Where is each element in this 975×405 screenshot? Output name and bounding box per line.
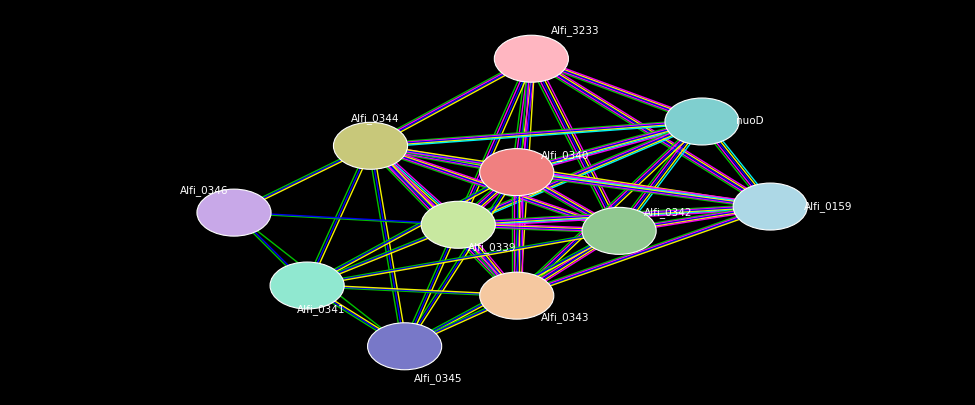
Text: Alfi_0344: Alfi_0344	[351, 113, 400, 124]
Text: Alfi_0341: Alfi_0341	[297, 305, 346, 315]
Text: nuoD: nuoD	[736, 117, 763, 126]
Ellipse shape	[333, 122, 408, 169]
Ellipse shape	[480, 272, 554, 319]
Ellipse shape	[665, 98, 739, 145]
Ellipse shape	[421, 201, 495, 248]
Ellipse shape	[270, 262, 344, 309]
Text: Alfi_3233: Alfi_3233	[551, 26, 600, 36]
Ellipse shape	[582, 207, 656, 254]
Text: Alfi_0340: Alfi_0340	[541, 151, 590, 161]
Text: Alfi_0346: Alfi_0346	[180, 185, 229, 196]
Ellipse shape	[480, 149, 554, 196]
Text: Alfi_0345: Alfi_0345	[414, 373, 463, 384]
Ellipse shape	[368, 323, 442, 370]
Ellipse shape	[494, 35, 568, 82]
Ellipse shape	[733, 183, 807, 230]
Text: Alfi_0343: Alfi_0343	[541, 313, 590, 323]
Text: Alfi_0339: Alfi_0339	[468, 242, 517, 252]
Ellipse shape	[197, 189, 271, 236]
Text: Alfi_0159: Alfi_0159	[804, 201, 853, 212]
Text: Alfi_0342: Alfi_0342	[644, 207, 692, 218]
